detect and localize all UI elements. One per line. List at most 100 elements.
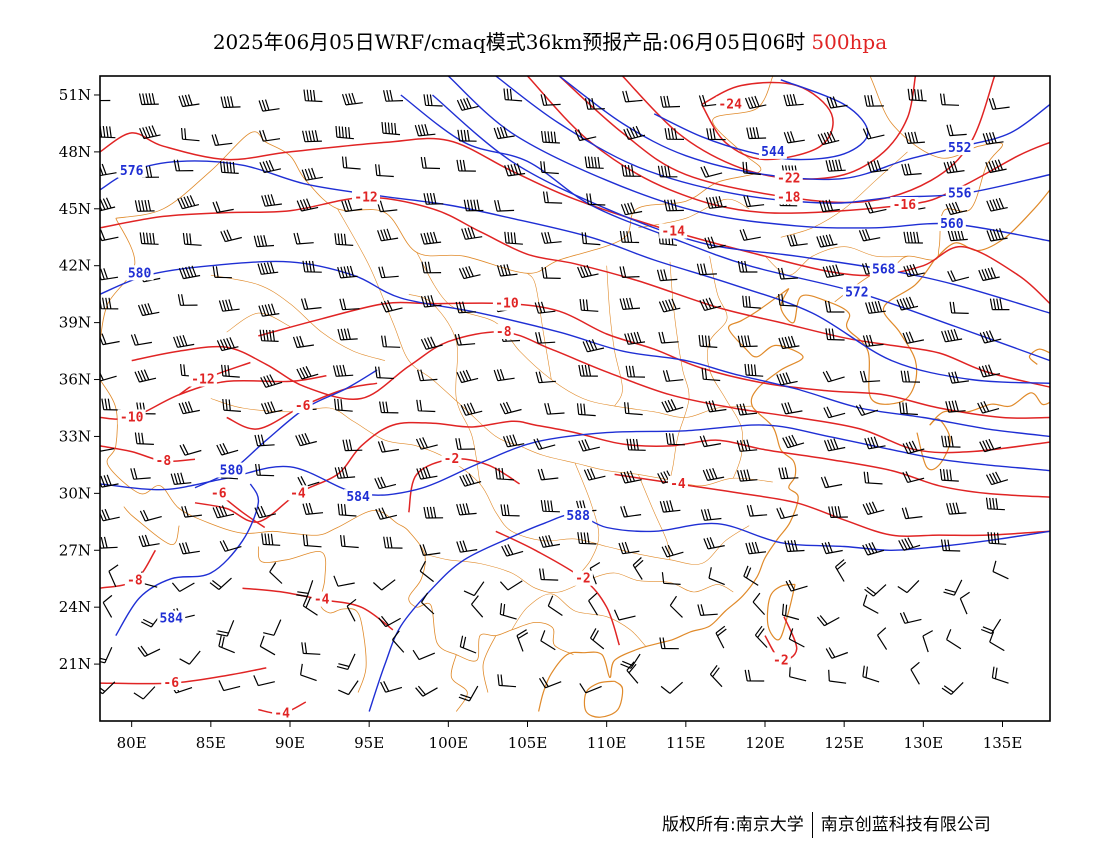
- wind-barb: [939, 468, 959, 482]
- wind-barb: [980, 618, 1002, 635]
- wind-barb: [138, 93, 159, 106]
- temperature-contour-label: -6: [163, 676, 179, 691]
- height-contour-label: 580: [220, 464, 244, 479]
- wind-barb: [501, 544, 524, 557]
- wind-barb: [782, 434, 805, 449]
- wind-barb: [816, 234, 838, 248]
- wind-barb: [380, 681, 403, 693]
- temperature-contour-label-bg: [208, 485, 229, 501]
- wind-barb: [910, 661, 920, 685]
- wind-barb: [100, 125, 116, 139]
- wind-barb: [170, 472, 192, 485]
- wind-barb: [660, 681, 683, 694]
- wind-barb: [454, 333, 476, 346]
- lon-tick-label: 105E: [508, 734, 548, 752]
- footer-divider: [811, 812, 813, 838]
- wind-barb: [456, 369, 479, 384]
- wind-barb: [739, 228, 761, 241]
- wind-barb: [578, 364, 598, 377]
- temperature-contour: [495, 530, 621, 646]
- temperature-contour-label: -2: [444, 452, 460, 467]
- wind-barb: [744, 363, 764, 377]
- wind-barb: [745, 541, 767, 555]
- height-contour-label-bg: [564, 508, 593, 524]
- border-line: [450, 654, 468, 712]
- temperature-contour: [194, 420, 1050, 523]
- coastline: [583, 680, 624, 718]
- wind-barb: [669, 595, 683, 618]
- wind-barb: [463, 581, 485, 597]
- wind-barb: [903, 263, 925, 278]
- wind-barb: [302, 130, 322, 143]
- lat-tick-label: 30N: [59, 484, 91, 502]
- height-contour-label-bg: [217, 462, 246, 478]
- wind-barb: [222, 398, 241, 412]
- wind-barb: [269, 562, 283, 584]
- wind-barb: [216, 620, 235, 637]
- wind-barb: [456, 503, 477, 516]
- wind-barb: [296, 198, 319, 212]
- wind-barb: [620, 470, 642, 484]
- wind-barb: [705, 196, 727, 209]
- wind-barb: [625, 365, 646, 378]
- temperature-contour: [131, 331, 1050, 454]
- wind-barb: [378, 615, 401, 628]
- wind-barb: [991, 666, 1009, 684]
- wind-barb: [302, 534, 322, 548]
- wind-barb: [626, 661, 639, 684]
- wind-barb: [743, 565, 759, 586]
- wind-barb: [334, 233, 354, 246]
- wind-barb: [415, 685, 438, 697]
- height-contour-label-bg: [869, 261, 898, 277]
- temperature-contour-layer: [100, 76, 1050, 715]
- wind-barb: [977, 401, 1000, 414]
- wind-barb: [777, 267, 799, 280]
- wind-barb: [100, 508, 120, 522]
- wind-barb: [259, 329, 279, 342]
- wind-barb: [619, 297, 641, 310]
- province-line: [226, 312, 291, 333]
- wind-barb: [659, 500, 681, 513]
- wind-barb: [137, 303, 160, 317]
- height-contour-layer: [100, 76, 1050, 712]
- wind-barb: [420, 295, 442, 308]
- wind-barb: [302, 502, 324, 515]
- temperature-contour-label: -8: [496, 325, 512, 340]
- footer: 版权所有:南京大学 南京创蓝科技有限公司: [662, 810, 991, 838]
- temperature-contour-label-bg: [659, 223, 688, 239]
- wind-barb: [701, 368, 721, 382]
- temperature-contour-label-bg: [493, 324, 514, 340]
- wind-barb: [865, 300, 886, 314]
- border-line: [482, 635, 497, 693]
- wind-barb: [392, 630, 405, 653]
- wind-barb: [901, 507, 923, 520]
- wind-barb: [542, 191, 563, 204]
- border-line: [123, 506, 180, 545]
- temperature-contour-label: -2: [575, 572, 591, 587]
- wind-barb: [662, 370, 684, 382]
- temperature-contour: [701, 81, 834, 161]
- wind-barb: [834, 559, 847, 582]
- wind-barb: [419, 544, 441, 556]
- temperature-contour-label-bg: [890, 197, 919, 212]
- wind-barb: [209, 577, 232, 590]
- wind-barb: [752, 592, 766, 616]
- wind-barb: [618, 541, 640, 555]
- wind-barb: [211, 134, 233, 146]
- temperature-contour: [100, 445, 196, 463]
- temperature-contour-label-bg: [352, 189, 380, 205]
- coastline-border-layer: [100, 76, 1050, 718]
- wind-barb: [899, 402, 918, 416]
- wind-barb: [455, 301, 476, 314]
- wind-barb: [504, 163, 526, 177]
- wind-barb: [374, 476, 397, 490]
- temperature-contour-label-bg: [441, 451, 462, 467]
- temperature-contour-label: -24: [718, 97, 742, 112]
- height-contour: [100, 160, 1050, 384]
- wind-barb: [619, 230, 640, 244]
- lat-tick-label: 36N: [59, 371, 91, 389]
- wind-barb: [982, 132, 1004, 145]
- temperature-contour-label: -12: [191, 373, 214, 388]
- wind-barb: [989, 298, 1010, 311]
- wind-barb: [130, 333, 152, 346]
